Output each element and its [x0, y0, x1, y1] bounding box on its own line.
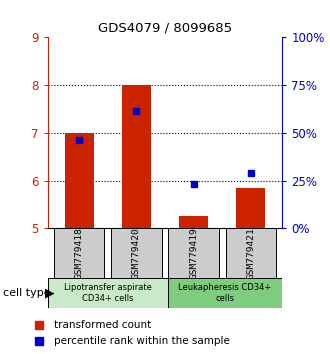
- Bar: [226, 228, 276, 278]
- Text: transformed count: transformed count: [54, 320, 151, 330]
- Text: GSM779421: GSM779421: [246, 227, 255, 279]
- Bar: [48, 278, 168, 308]
- Bar: [54, 228, 104, 278]
- Text: GSM779419: GSM779419: [189, 227, 198, 279]
- Text: percentile rank within the sample: percentile rank within the sample: [54, 336, 230, 346]
- Bar: [65, 133, 94, 228]
- Bar: [122, 85, 151, 228]
- Bar: [236, 188, 265, 228]
- Title: GDS4079 / 8099685: GDS4079 / 8099685: [98, 22, 232, 35]
- Text: Leukapheresis CD34+
cells: Leukapheresis CD34+ cells: [179, 283, 272, 303]
- Bar: [111, 228, 162, 278]
- Bar: [168, 228, 219, 278]
- Text: Lipotransfer aspirate
CD34+ cells: Lipotransfer aspirate CD34+ cells: [64, 283, 152, 303]
- Text: GSM779418: GSM779418: [75, 227, 84, 279]
- Bar: [168, 278, 282, 308]
- Text: GSM779420: GSM779420: [132, 227, 141, 279]
- Bar: [179, 216, 208, 228]
- Text: cell type: cell type: [3, 288, 51, 298]
- Text: ▶: ▶: [45, 286, 54, 299]
